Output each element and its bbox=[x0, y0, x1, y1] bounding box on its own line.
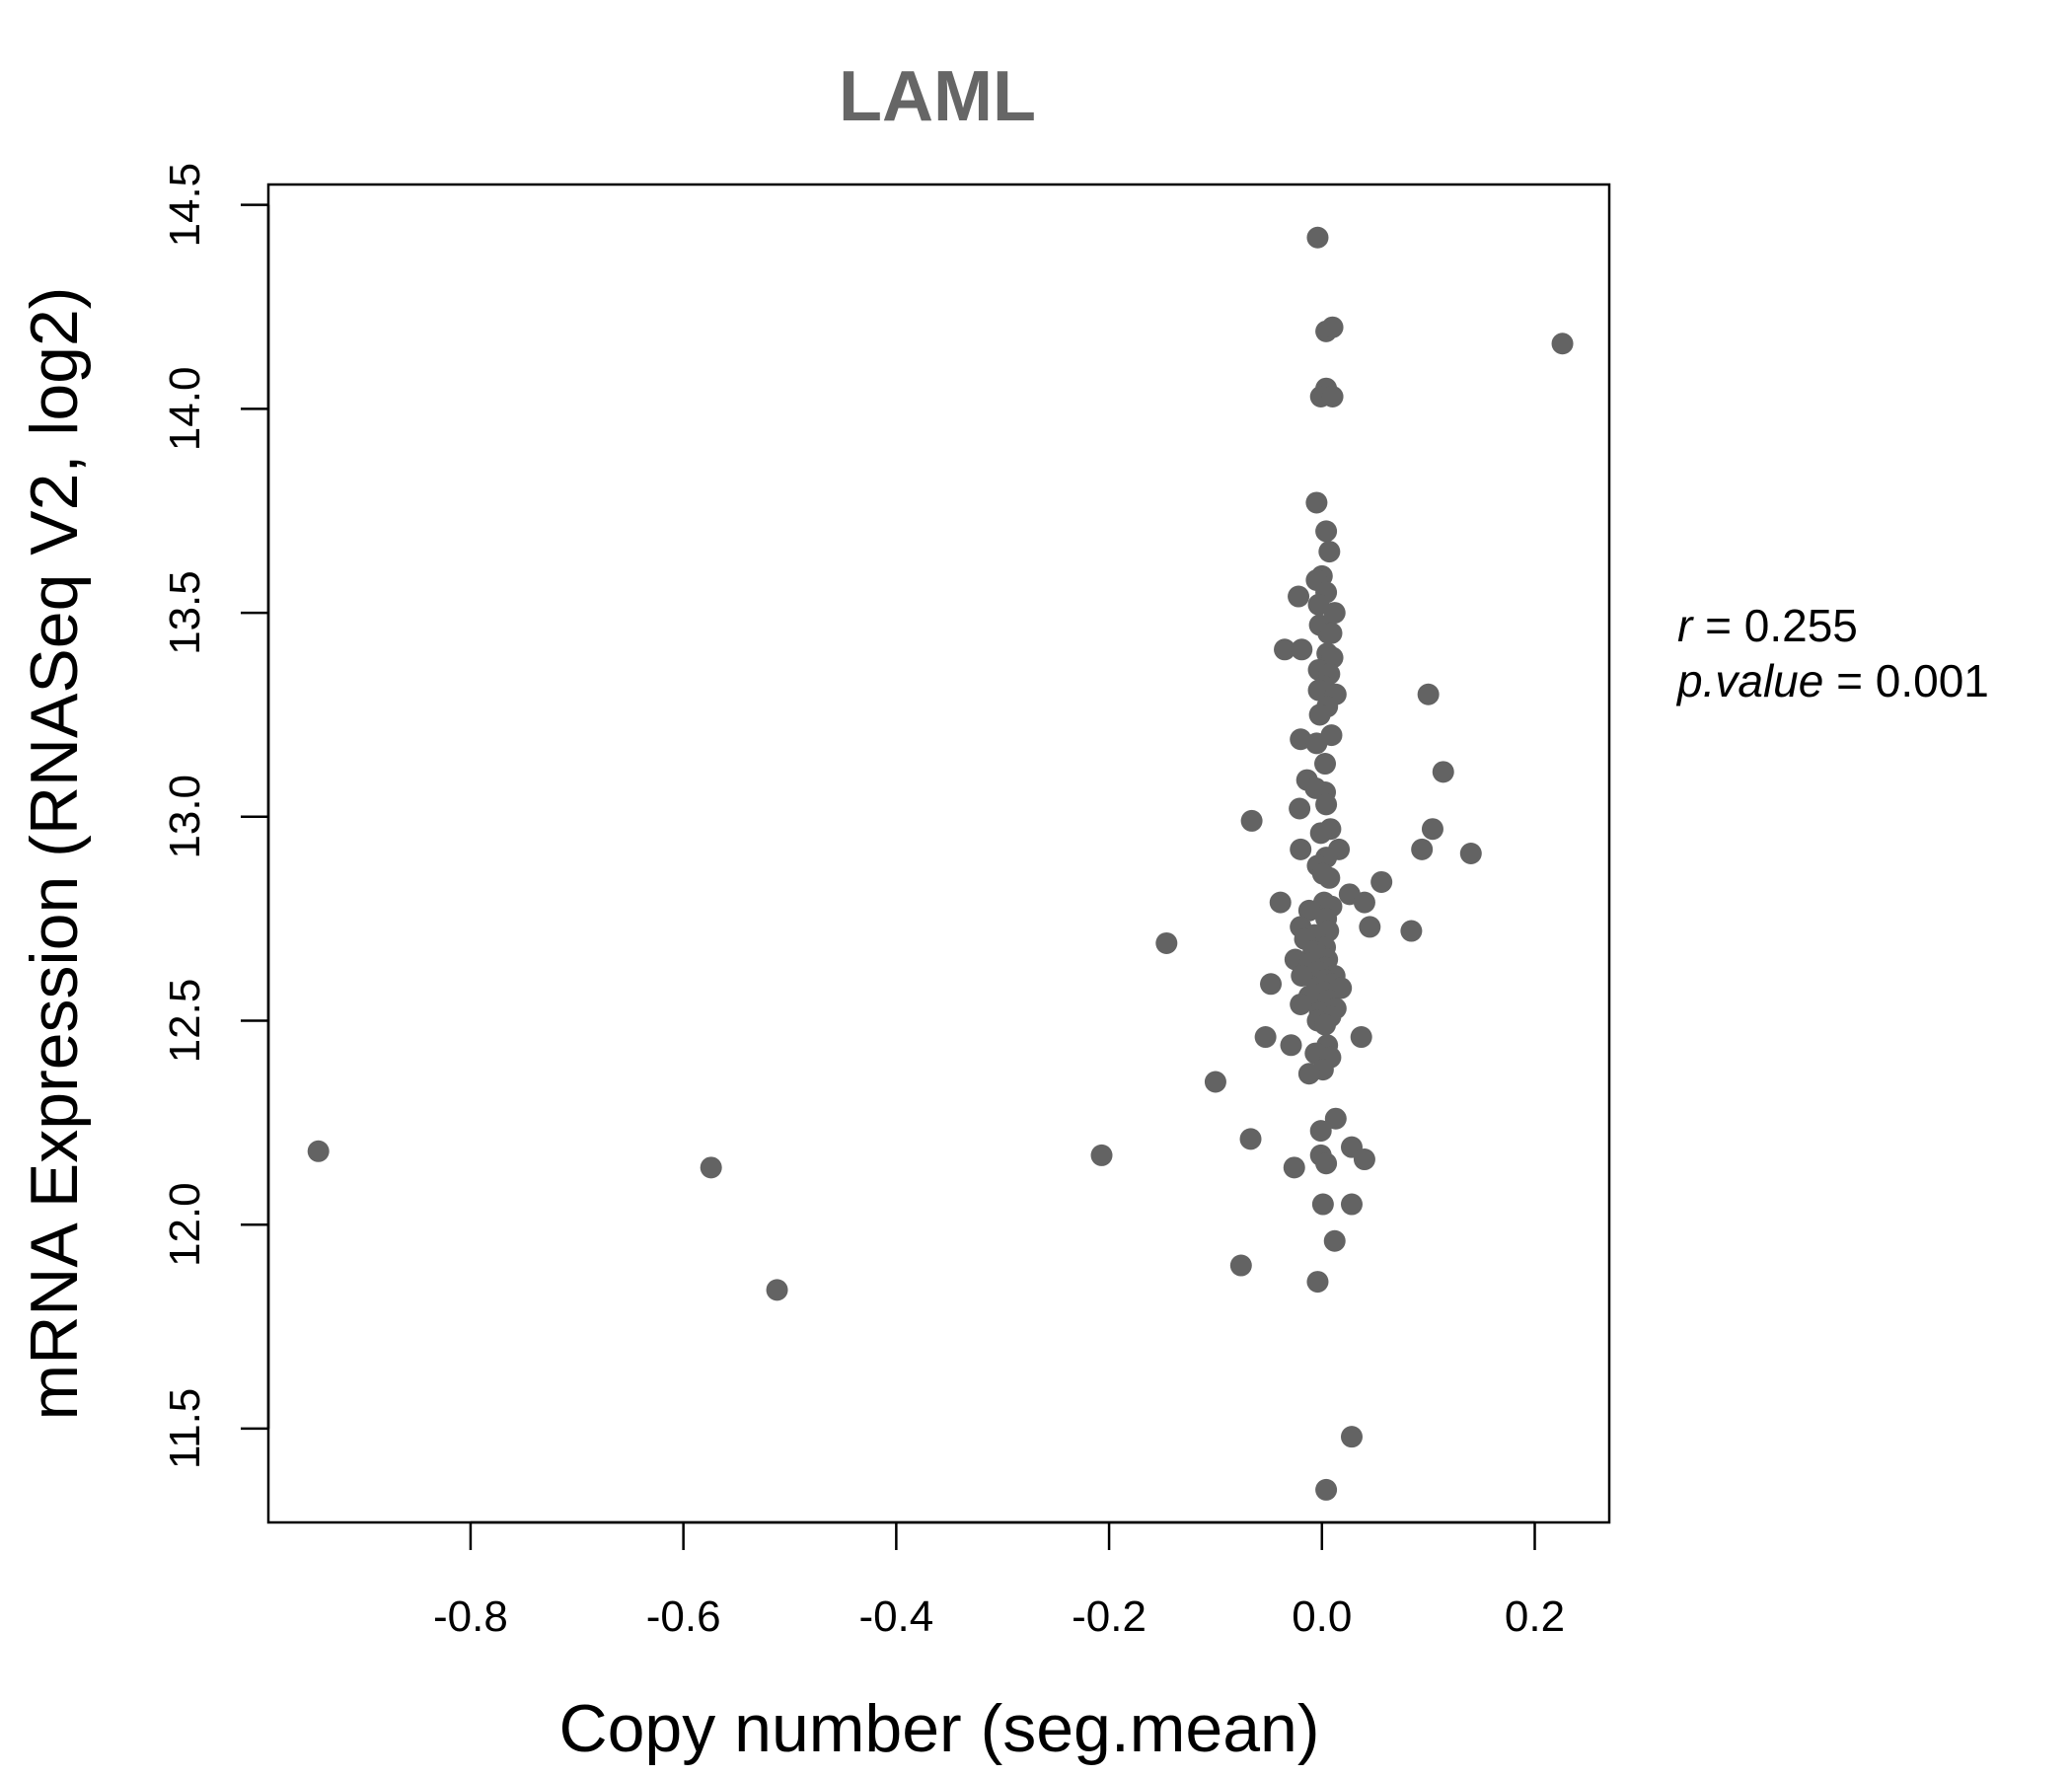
scatter-point bbox=[1090, 1144, 1113, 1166]
scatter-point bbox=[1274, 638, 1296, 661]
p-stat: p.value = 0.001 bbox=[1675, 655, 1989, 706]
y-tick-label: 11.5 bbox=[161, 1388, 209, 1469]
y-tick-label: 12.0 bbox=[161, 1182, 209, 1267]
scatter-point bbox=[1289, 797, 1311, 820]
x-tick-label: -0.8 bbox=[433, 1592, 508, 1641]
p-label: p.value bbox=[1675, 655, 1823, 706]
scatter-point bbox=[1305, 491, 1328, 514]
scatter-point bbox=[1254, 1026, 1277, 1049]
scatter-point bbox=[1290, 838, 1312, 860]
scatter-point bbox=[1321, 316, 1344, 338]
y-tick-label: 13.0 bbox=[161, 775, 209, 859]
scatter-point bbox=[1260, 973, 1283, 996]
scatter-point bbox=[1421, 818, 1443, 841]
scatter-point bbox=[700, 1156, 722, 1179]
scatter-point bbox=[1291, 965, 1313, 988]
scatter-point bbox=[1240, 809, 1263, 832]
scatter-point bbox=[1350, 1026, 1372, 1049]
stats-annotation: r = 0.255 p.value = 0.001 bbox=[1675, 600, 1989, 706]
scatter-point bbox=[1308, 703, 1331, 726]
scatter-point bbox=[1400, 920, 1423, 942]
scatter-point bbox=[1417, 683, 1440, 705]
scatter-point bbox=[1239, 1128, 1262, 1150]
scatter-point bbox=[1204, 1071, 1226, 1093]
scatter-point bbox=[1459, 843, 1482, 864]
scatter-point bbox=[766, 1279, 788, 1301]
scatter-point bbox=[1314, 1013, 1337, 1036]
scatter-point bbox=[1353, 891, 1375, 914]
scatter-point bbox=[1324, 1107, 1347, 1130]
scatter-point bbox=[1340, 1426, 1363, 1448]
scatter-point bbox=[1318, 541, 1341, 563]
data-points bbox=[307, 226, 1574, 1501]
scatter-point bbox=[1323, 602, 1346, 625]
scatter-point bbox=[1309, 822, 1332, 845]
x-tick-label: -0.4 bbox=[858, 1592, 933, 1641]
scatter-point bbox=[1432, 761, 1454, 783]
scatter-point bbox=[1315, 793, 1338, 816]
scatter-point bbox=[1340, 1193, 1363, 1216]
scatter-point bbox=[1353, 1148, 1375, 1171]
scatter-point bbox=[1269, 891, 1292, 914]
scatter-point bbox=[1359, 916, 1381, 938]
scatter-point bbox=[1290, 993, 1312, 1015]
x-tick-label: 0.2 bbox=[1505, 1592, 1565, 1641]
scatter-point bbox=[1315, 1478, 1338, 1501]
scatter-point bbox=[1321, 385, 1344, 407]
y-axis: 11.5 12.0 12.5 13.0 13.5 14.0 14.5 bbox=[161, 163, 270, 1469]
scatter-point bbox=[1411, 838, 1434, 860]
scatter-point bbox=[1297, 899, 1320, 922]
scatter-point bbox=[1551, 333, 1574, 355]
scatter-point bbox=[1288, 585, 1310, 608]
scatter-point bbox=[1283, 1156, 1305, 1179]
y-tick-label: 13.5 bbox=[161, 570, 209, 655]
scatter-point bbox=[1229, 1254, 1252, 1277]
scatter-point bbox=[1311, 1193, 1334, 1216]
x-tick-label: 0.0 bbox=[1292, 1592, 1352, 1641]
scatter-point bbox=[1309, 1120, 1332, 1143]
x-tick-label: -0.6 bbox=[646, 1592, 721, 1641]
scatter-point bbox=[1291, 638, 1313, 661]
scatter-point bbox=[1280, 1034, 1302, 1057]
scatter-point bbox=[1307, 593, 1330, 616]
scatter-point bbox=[1318, 866, 1341, 889]
scatter-point bbox=[1306, 226, 1329, 249]
r-label: r bbox=[1677, 600, 1694, 651]
x-axis-label: Copy number (seg.mean) bbox=[558, 1691, 1319, 1766]
y-tick-label: 14.0 bbox=[161, 367, 209, 452]
r-stat: r = 0.255 bbox=[1677, 600, 1858, 651]
scatter-point bbox=[1315, 520, 1338, 543]
scatter-point bbox=[1155, 931, 1178, 954]
x-tick-label: -0.2 bbox=[1072, 1592, 1147, 1641]
scatter-point bbox=[1315, 1152, 1338, 1175]
y-tick-label: 12.5 bbox=[161, 979, 209, 1064]
scatter-point bbox=[1314, 753, 1337, 776]
r-value: 0.255 bbox=[1744, 600, 1858, 651]
x-axis: -0.8 -0.6 -0.4 -0.2 0.0 0.2 bbox=[433, 1520, 1565, 1641]
p-value: 0.001 bbox=[1876, 655, 1989, 706]
scatter-point bbox=[1297, 1063, 1320, 1085]
scatter-point bbox=[1307, 679, 1330, 702]
scatter-point bbox=[1320, 622, 1343, 644]
scatter-point bbox=[1323, 1229, 1346, 1252]
y-axis-label: mRNA Expression (RNASeq V2, log2) bbox=[17, 287, 92, 1421]
scatter-point bbox=[1306, 1271, 1329, 1294]
chart-title: LAML bbox=[839, 57, 1036, 136]
scatter-point bbox=[1370, 870, 1393, 893]
y-tick-label: 14.5 bbox=[161, 163, 209, 248]
scatter-point bbox=[307, 1140, 330, 1162]
scatter-point bbox=[1305, 732, 1328, 755]
